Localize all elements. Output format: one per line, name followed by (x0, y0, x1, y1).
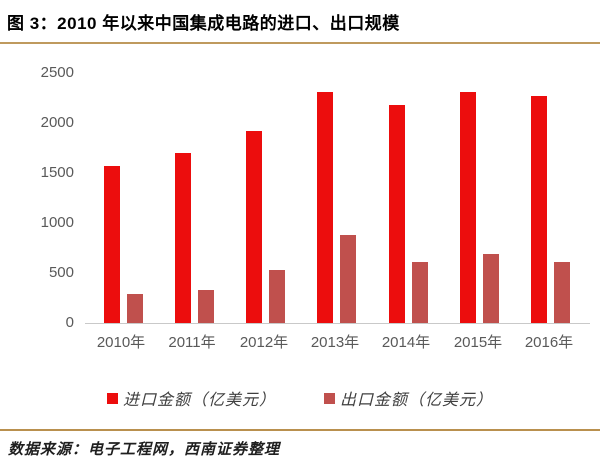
title-divider (0, 42, 600, 44)
import-bar-2010年 (104, 166, 120, 323)
data-source-note: 数据来源：电子工程网，西南证券整理 (8, 440, 281, 458)
x-tick-label: 2013年 (310, 334, 360, 351)
chart-legend: 进口金额（亿美元） 出口金额（亿美元） (0, 386, 600, 410)
import-bar-2014年 (389, 105, 405, 323)
export-bar-2016年 (554, 262, 570, 323)
export-bar-2015年 (483, 254, 499, 323)
y-tick-label: 500 (48, 264, 74, 281)
x-tick-label: 2011年 (168, 334, 216, 351)
import-bar-2011年 (175, 153, 191, 323)
x-tick-label: 2010年 (96, 334, 146, 351)
x-axis-line (85, 323, 590, 324)
source-divider (0, 429, 600, 431)
legend-item-export: 出口金额（亿美元） (324, 386, 493, 410)
chart-title: 图 3：2010 年以来中国集成电路的进口、出口规模 (7, 14, 400, 33)
y-tick-label: 1500 (40, 164, 74, 181)
x-tick-label: 2015年 (453, 334, 503, 351)
export-bar-2011年 (198, 290, 214, 323)
import-bar-2012年 (246, 131, 262, 323)
export-bar-2010年 (127, 294, 143, 323)
export-bar-2012年 (269, 270, 285, 323)
import-legend-swatch (106, 392, 118, 404)
y-tick-label: 2000 (40, 114, 74, 131)
y-tick-label: 2500 (40, 64, 74, 81)
export-legend-swatch (324, 392, 335, 404)
y-tick-label: 1000 (40, 214, 74, 231)
import-bar-2016年 (531, 96, 547, 323)
x-tick-label: 2014年 (381, 334, 431, 351)
import-legend-label: 进口金额（亿美元） (122, 390, 276, 409)
import-bar-2013年 (317, 92, 333, 323)
export-bar-2014年 (412, 262, 428, 323)
y-tick-label: 0 (65, 314, 74, 331)
export-bar-2013年 (340, 235, 356, 323)
import-bar-2015年 (460, 92, 476, 323)
x-tick-label: 2016年 (524, 334, 574, 351)
legend-item-import: 进口金额（亿美元） (106, 386, 276, 410)
x-tick-label: 2012年 (239, 334, 289, 351)
export-legend-label: 出口金额（亿美元） (340, 390, 494, 409)
